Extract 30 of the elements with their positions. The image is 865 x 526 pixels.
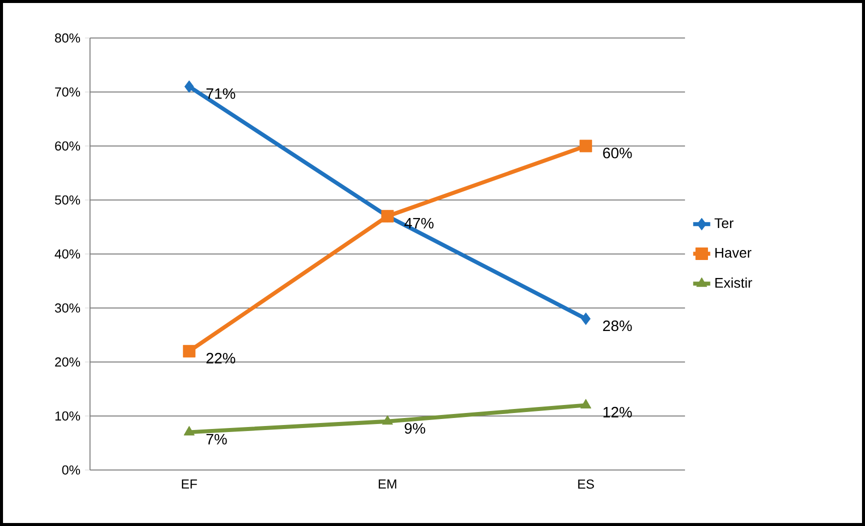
y-tick-label: 10% bbox=[55, 411, 80, 421]
y-tick-label: 40% bbox=[54, 249, 80, 259]
data-label: 22% bbox=[206, 352, 236, 364]
x-tick-label: ES bbox=[578, 480, 594, 489]
data-label: 47% bbox=[404, 218, 434, 228]
legend-label: Haver bbox=[715, 248, 752, 258]
data-label: 12% bbox=[604, 406, 632, 418]
point bbox=[184, 80, 194, 93]
point bbox=[581, 312, 591, 326]
y-tick-label: 30% bbox=[54, 303, 80, 313]
data-label: 60% bbox=[603, 148, 632, 158]
y-tick-label: 50% bbox=[54, 195, 80, 205]
x-tick-label: EM bbox=[378, 480, 396, 488]
y-tick-label: 80% bbox=[55, 33, 80, 43]
point bbox=[182, 344, 196, 358]
point bbox=[580, 140, 592, 152]
legend-label: Ter bbox=[714, 218, 734, 228]
point bbox=[382, 415, 393, 425]
y-tick-label: 20% bbox=[55, 357, 80, 367]
y-tick-label: 0% bbox=[62, 465, 80, 475]
y-tick-label: 60% bbox=[55, 141, 80, 151]
legend-label: Existir bbox=[715, 278, 752, 288]
point bbox=[184, 426, 195, 436]
data-label: 28% bbox=[603, 320, 632, 332]
y-tick-label: 70% bbox=[55, 87, 80, 97]
x-tick-label: EF bbox=[182, 480, 197, 488]
data-label: 7% bbox=[206, 434, 227, 444]
data-label: 71% bbox=[206, 88, 236, 99]
data-label: 9% bbox=[404, 423, 426, 434]
point bbox=[580, 398, 592, 408]
